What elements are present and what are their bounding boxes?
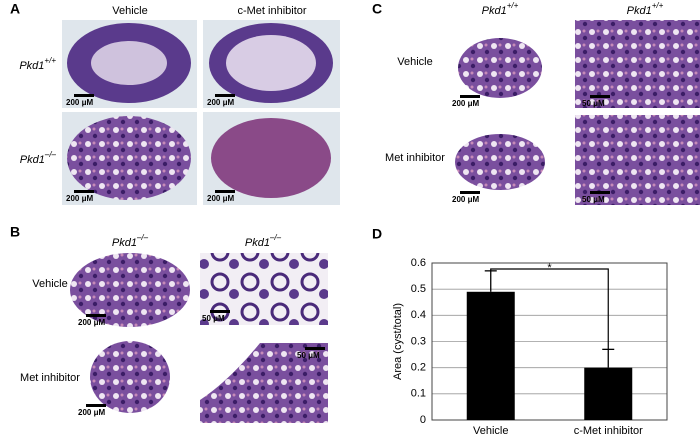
scale-label: 200 μM [452,99,479,108]
scale-label: 200 μM [78,408,105,417]
micrograph [62,20,340,205]
scale-label: 200 μM [452,195,479,204]
y-tick-label: 0.6 [411,257,426,269]
genotype: +/+ [652,1,664,10]
x-tick-label: Vehicle [473,425,508,437]
row-label: Met inhibitor [385,152,445,164]
panel-label: D [372,226,382,242]
row-label: Pkd1+/+ [19,56,56,72]
gene: Pkd1 [20,154,45,166]
scale-label: 200 μM [207,98,234,107]
gene: Pkd1 [19,60,44,72]
y-tick-label: 0.3 [411,335,426,347]
column-header: c-Met inhibitor [237,5,306,17]
scale-bar [590,191,610,194]
scale-label: 200 μM [78,318,105,327]
scale-bar [86,314,106,317]
scale-bar [305,347,325,350]
significance-label: * [547,262,552,274]
gene: Pkd1 [627,5,652,17]
error-bar [602,348,615,368]
x-tick-label: c-Met inhibitor [574,425,643,437]
row-label: Met inhibitor [20,372,80,384]
gene: Pkd1 [112,237,137,249]
scale-bar [215,94,235,97]
scale-bar [210,310,230,313]
scale-bar [86,404,106,407]
plot-frame [431,262,668,421]
y-tick-label: 0.2 [411,362,426,374]
scale-bar [74,94,94,97]
significance-bracket [490,268,609,350]
micrograph [455,20,700,205]
genotype: +/+ [44,56,56,65]
scale-label: 50 μM [202,314,225,323]
scale-label: 50 μM [297,351,320,360]
genotype: +/+ [507,1,519,10]
y-tick-label: 0.4 [411,309,426,321]
panel-label: C [372,1,382,17]
y-tick-label: 0 [420,414,426,426]
scale-label: 50 μM [582,195,605,204]
scale-label: 200 μM [207,194,234,203]
column-header: Pkd1+/+ [482,1,519,17]
row-label: Vehicle [397,56,432,68]
gene: Pkd1 [482,5,507,17]
scale-bar [590,95,610,98]
scale-label: 50 μM [582,99,605,108]
panel-label: A [10,1,20,17]
column-header: Pkd1–/– [245,233,282,249]
y-tick-label: 0.1 [411,388,426,400]
y-tick-label: 0.5 [411,283,426,295]
scale-label: 200 μM [66,98,93,107]
column-header: Vehicle [112,5,147,17]
gene: Pkd1 [245,237,270,249]
genotype: –/– [44,150,57,159]
scale-bar [74,190,94,193]
row-label: Pkd1–/– [20,150,57,166]
column-header: Pkd1+/+ [627,1,664,17]
scale-label: 200 μM [66,194,93,203]
panel-label: B [10,224,20,240]
scale-bar [460,191,480,194]
genotype: –/– [269,233,282,242]
scale-bar [460,95,480,98]
bar [466,291,515,420]
bar [584,367,633,420]
scale-bar [215,190,235,193]
micrograph [70,253,328,423]
column-header: Pkd1–/– [112,233,149,249]
y-axis-title: Area (cyst/total) [392,303,404,380]
row-label: Vehicle [32,278,67,290]
genotype: –/– [136,233,149,242]
error-bar [484,270,497,292]
